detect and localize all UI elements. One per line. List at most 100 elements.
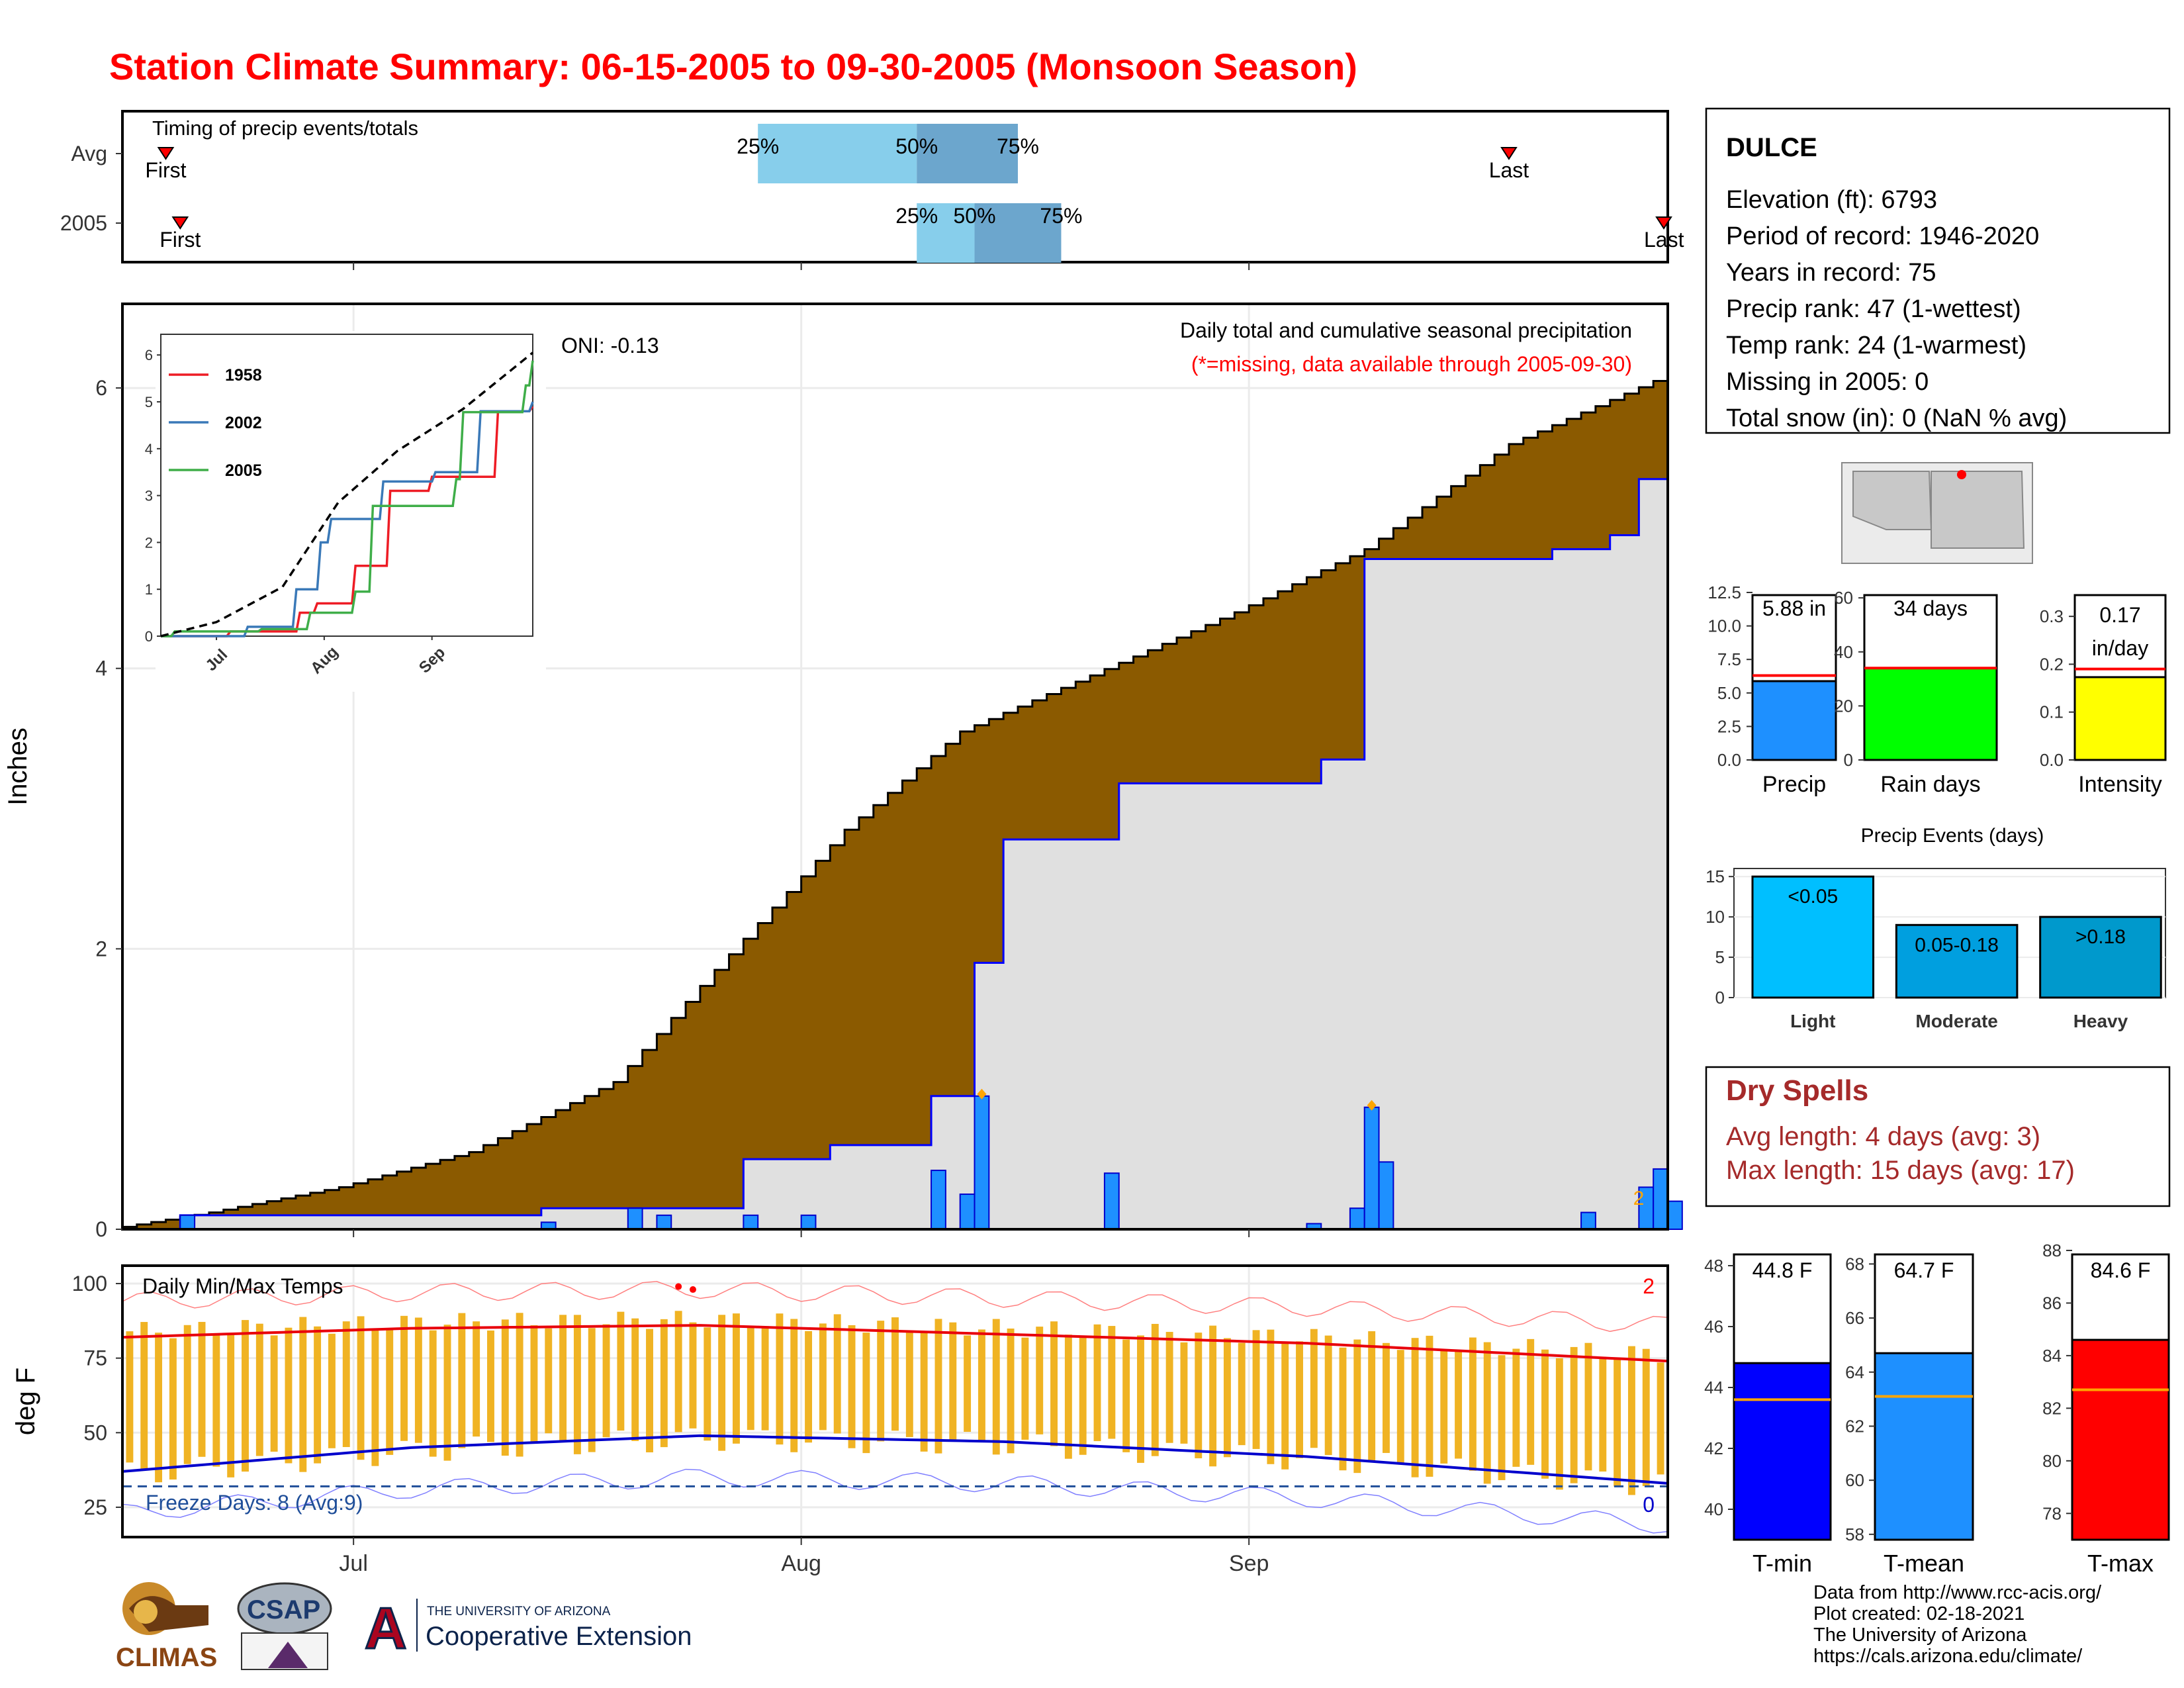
daily-temp-bar: [299, 1317, 307, 1472]
temp-bar-tick-label: 46: [1704, 1317, 1723, 1336]
inset-y-tick-label: 3: [145, 488, 153, 504]
daily-temp-bar: [617, 1311, 625, 1431]
event-bar: [1895, 923, 2019, 999]
timing-row-label: 2005: [60, 211, 107, 235]
daily-temp-bar: [1296, 1341, 1303, 1458]
inset-y-tick-label: 0: [145, 628, 153, 645]
daily-temp-bar: [183, 1325, 191, 1464]
timing-row-label: Avg: [71, 142, 107, 165]
summary-label: Precip: [1762, 772, 1826, 797]
inset-legend-label: 2002: [225, 414, 262, 432]
daily-temp-bar: [978, 1329, 985, 1441]
temp-bar-value: 44.8 F: [1752, 1258, 1813, 1282]
daily-temp-bar: [1541, 1349, 1549, 1479]
summary-tick-label: 0.0: [1717, 750, 1741, 770]
temp-bar-tick-label: 82: [2042, 1398, 2062, 1418]
footer: Data from http://www.rcc-acis.org/ Plot …: [1813, 1582, 2101, 1667]
daily-temp-bar: [1512, 1348, 1520, 1467]
timing-label: Timing of precip events/totals: [152, 117, 418, 140]
temp-bar-label: T-min: [1752, 1550, 1812, 1577]
daily-precip-bar: [1363, 1106, 1380, 1230]
ua-letter: A: [365, 1595, 407, 1661]
temp-bar-tick-label: 44: [1704, 1378, 1723, 1397]
inset-frame: [160, 334, 533, 637]
temps-y-label: deg F: [11, 1368, 40, 1435]
last-event-label: Last: [1489, 158, 1529, 182]
daily-temp-bar: [212, 1335, 220, 1467]
ua-logo: A THE UNIVERSITY OF ARIZONA Cooperative …: [364, 1595, 692, 1662]
daily-temp-bar: [848, 1325, 856, 1448]
extreme-precip-marker: [1367, 1100, 1377, 1111]
daily-temp-bar: [473, 1321, 480, 1437]
daily-temp-bar: [689, 1322, 697, 1429]
daily-precip-bar: [743, 1214, 759, 1231]
freeze-days-count: 0: [1643, 1493, 1655, 1517]
event-category-label: Heavy: [2073, 1011, 2128, 1031]
daily-temp-bar: [1339, 1347, 1347, 1471]
summary-tick-label: 5.0: [1717, 683, 1741, 703]
daily-temp-bar: [1440, 1350, 1448, 1464]
daily-temp-bar: [1411, 1338, 1419, 1477]
summary-value: 5.88 in: [1762, 596, 1826, 620]
precip-y-tick-label: 0: [95, 1217, 107, 1241]
daily-temp-bar: [1555, 1358, 1563, 1490]
events-tick-label: 0: [1715, 988, 1725, 1008]
temp-bar-tick-label: 60: [1845, 1470, 1864, 1490]
last-event-marker: [1500, 147, 1518, 160]
daily-temp-bar: [790, 1319, 798, 1452]
summary-tick-label: 60: [1834, 588, 1853, 608]
summary-tick-label: 20: [1834, 696, 1853, 716]
temp-bar-tick-label: 58: [1845, 1524, 1864, 1544]
station-info-line: Years in record: 75: [1726, 259, 1936, 287]
daily-temp-bar: [732, 1313, 740, 1444]
inset-y-tick-label: 4: [145, 441, 153, 457]
temps-x-tick-label: Jul: [339, 1551, 367, 1576]
climas-text: CLIMAS: [116, 1643, 217, 1672]
avg-max-temp-line: [122, 1324, 1668, 1363]
daily-precip-bar: [1349, 1207, 1365, 1231]
daily-temp-bar: [776, 1313, 784, 1445]
event-bar-label: >0.18: [2075, 926, 2126, 948]
daily-temp-bar: [588, 1328, 596, 1452]
temps-panel: Daily Min/Max Temps Freeze Days: 8 (Avg:…: [11, 1264, 1669, 1576]
events-tick-label: 5: [1715, 947, 1725, 967]
timing-bar-50-75: [917, 124, 1018, 183]
record-low-line: [122, 1468, 1668, 1534]
daily-temp-bar: [414, 1317, 422, 1443]
daily-temp-bar: [833, 1314, 841, 1434]
temp-bar-tick-label: 84: [2042, 1346, 2062, 1366]
daily-temp-bar: [155, 1333, 163, 1483]
inset-y-tick-label: 6: [145, 347, 153, 363]
station-info-line: Missing in 2005: 0: [1726, 368, 1929, 396]
summary-tick-label: 2.5: [1717, 716, 1741, 736]
daily-temp-bar: [1281, 1343, 1289, 1470]
temp-bar-value: 64.7 F: [1894, 1258, 1954, 1282]
daily-temp-bar: [1036, 1327, 1044, 1434]
summary-label: Rain days: [1880, 772, 1980, 797]
daily-temp-bar: [704, 1327, 711, 1441]
daily-temp-bar: [891, 1317, 899, 1431]
extreme-precip-marker: [977, 1088, 987, 1100]
inset-y-tick-label: 2: [145, 534, 153, 551]
daily-temp-bar: [920, 1331, 928, 1452]
daily-temp-bar: [1151, 1323, 1159, 1456]
event-category-label: Light: [1790, 1011, 1835, 1031]
map-new-mexico: [1931, 471, 2025, 549]
daily-temp-bar: [559, 1315, 567, 1442]
temp-bar-tick-label: 40: [1704, 1499, 1723, 1519]
station-info-line: Elevation (ft): 6793: [1726, 186, 1937, 214]
daily-temp-bar: [242, 1320, 249, 1472]
temps-frame: [121, 1264, 1669, 1538]
station-info-line: Total snow (in): 0 (NaN % avg): [1726, 404, 2067, 432]
temp-bar-tick-label: 78: [2042, 1503, 2062, 1523]
temps-label: Daily Min/Max Temps: [142, 1274, 343, 1298]
temps-y-tick-label: 100: [72, 1272, 107, 1295]
temp-bar-tick-label: 42: [1704, 1438, 1723, 1458]
daily-temp-bar: [255, 1323, 263, 1456]
daily-temp-bar: [1238, 1342, 1246, 1446]
inset-y-tick-label: 1: [145, 581, 153, 598]
daily-temp-bar: [602, 1324, 610, 1438]
temps-y-tick-label: 75: [83, 1346, 107, 1370]
temp-bar: [1733, 1362, 1832, 1541]
daily-temp-bar: [761, 1326, 769, 1430]
